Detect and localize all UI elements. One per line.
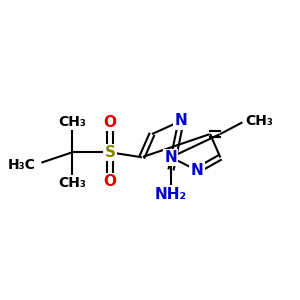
Text: CH₃: CH₃: [58, 176, 86, 190]
Text: N: N: [164, 150, 177, 165]
Text: N: N: [191, 163, 203, 178]
Text: O: O: [103, 115, 116, 130]
Text: CH₃: CH₃: [58, 115, 86, 129]
Text: N: N: [175, 113, 188, 128]
Text: CH₃: CH₃: [245, 114, 273, 128]
Text: S: S: [104, 145, 116, 160]
Text: NH₂: NH₂: [155, 187, 187, 202]
Text: O: O: [103, 174, 116, 189]
Text: H₃C: H₃C: [8, 158, 36, 172]
